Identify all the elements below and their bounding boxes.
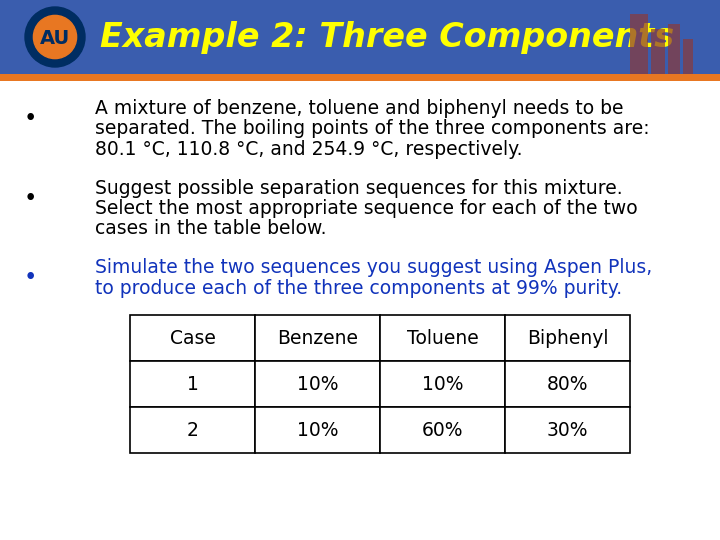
Bar xyxy=(255,361,380,407)
Text: Suggest possible separation sequences for this mixture.: Suggest possible separation sequences fo… xyxy=(95,179,623,198)
Bar xyxy=(0,74,720,81)
Text: to produce each of the three components at 99% purity.: to produce each of the three components … xyxy=(95,279,622,298)
Text: cases in the table below.: cases in the table below. xyxy=(95,219,326,239)
Bar xyxy=(255,407,380,453)
Bar xyxy=(630,14,648,74)
Text: Example 2: Three Components: Example 2: Three Components xyxy=(100,22,674,55)
Bar xyxy=(130,361,255,407)
Text: 30%: 30% xyxy=(546,421,588,440)
Bar xyxy=(380,361,505,407)
Text: •: • xyxy=(23,107,37,130)
Text: 2: 2 xyxy=(186,421,199,440)
Circle shape xyxy=(33,16,76,59)
Bar xyxy=(130,315,255,361)
Text: 10%: 10% xyxy=(422,375,463,394)
Text: Toluene: Toluene xyxy=(407,328,478,348)
Text: 10%: 10% xyxy=(297,375,338,394)
Text: A mixture of benzene, toluene and biphenyl needs to be: A mixture of benzene, toluene and biphen… xyxy=(95,99,624,118)
Text: 80.1 °C, 110.8 °C, and 254.9 °C, respectively.: 80.1 °C, 110.8 °C, and 254.9 °C, respect… xyxy=(95,140,523,159)
Text: AU: AU xyxy=(40,30,70,49)
Bar xyxy=(505,361,630,407)
Bar xyxy=(505,407,630,453)
Text: separated. The boiling points of the three components are:: separated. The boiling points of the thr… xyxy=(95,119,649,138)
Text: Benzene: Benzene xyxy=(277,328,358,348)
Bar xyxy=(668,24,680,74)
Bar xyxy=(0,0,720,74)
Text: 80%: 80% xyxy=(546,375,588,394)
Text: 1: 1 xyxy=(186,375,199,394)
Bar xyxy=(505,315,630,361)
Bar xyxy=(255,315,380,361)
Bar xyxy=(380,315,505,361)
Text: Simulate the two sequences you suggest using Aspen Plus,: Simulate the two sequences you suggest u… xyxy=(95,258,652,277)
Bar xyxy=(380,407,505,453)
Text: 60%: 60% xyxy=(422,421,463,440)
Bar xyxy=(651,29,665,74)
Text: •: • xyxy=(23,266,37,289)
Bar xyxy=(130,407,255,453)
Text: 10%: 10% xyxy=(297,421,338,440)
Text: •: • xyxy=(23,186,37,210)
Text: Biphenyl: Biphenyl xyxy=(527,328,608,348)
Text: Case: Case xyxy=(170,328,215,348)
Circle shape xyxy=(25,7,85,67)
Text: Select the most appropriate sequence for each of the two: Select the most appropriate sequence for… xyxy=(95,199,638,218)
Bar xyxy=(683,39,693,74)
